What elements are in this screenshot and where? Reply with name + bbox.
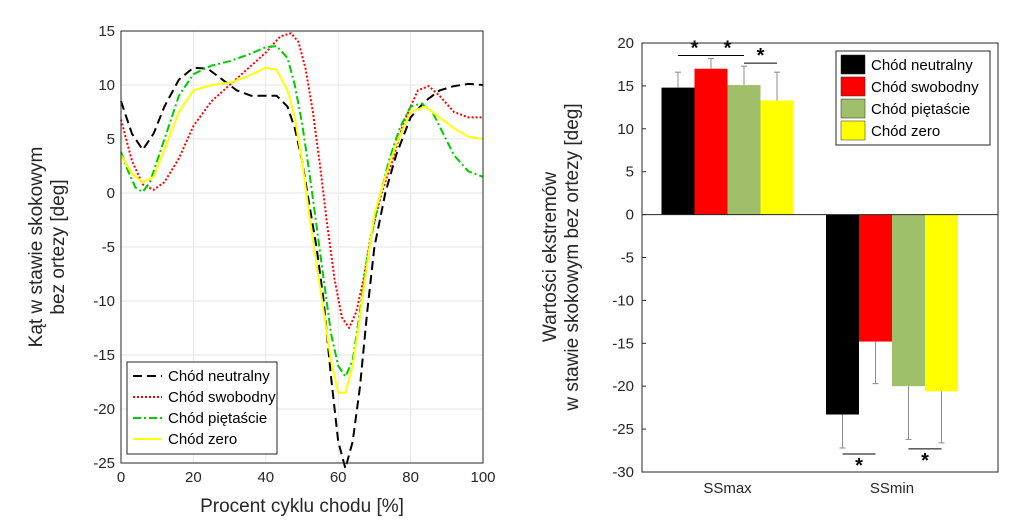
bar-ssmin-chod-zero <box>925 214 958 392</box>
bars <box>661 68 958 415</box>
y-tick-label--10: -10 <box>93 293 115 310</box>
legend-swatch-chod-swobodny <box>840 76 866 97</box>
bar-ssmax-chod-pietascie <box>727 85 761 215</box>
legend-label-chod-zero: Chód zero <box>871 123 940 140</box>
y-tick-label-10: 10 <box>98 77 115 94</box>
y-axis-label: Wartości ekstremów w stawie skokowym bez… <box>540 103 583 411</box>
y-tick-label--5: -5 <box>621 250 634 267</box>
legend: Chód neutralny Chód swobodny Chód piętaści… <box>126 361 278 455</box>
series-lines <box>120 32 484 470</box>
x-tick-label-60: 60 <box>330 469 347 486</box>
bar-ssmax-chod-neutralny <box>661 87 695 215</box>
legend-swatch-chod-pietascie <box>840 98 866 119</box>
bar-ssmax-chod-swobodny <box>694 68 728 215</box>
legend-label-chod-swobodny: Chód swobodny <box>168 389 276 406</box>
x-tick-label-80: 80 <box>402 469 419 486</box>
significance-star-1: * <box>724 37 732 59</box>
series-line-chod-pietascie <box>120 45 484 378</box>
significance-star-2: * <box>757 45 765 67</box>
x-tick-label-100: 100 <box>470 469 495 486</box>
y-tick-label-20: 20 <box>617 35 634 52</box>
y-axis-label: Kąt w stawie skokowym bez ortezy [deg] <box>26 147 69 348</box>
bar-ssmin-chod-pietascie <box>892 214 925 387</box>
significance-markers: * * * * * <box>678 37 942 477</box>
y-tick-label-0: 0 <box>626 207 634 224</box>
bar-ssmin-chod-neutralny <box>826 214 859 415</box>
y-tick-label--25: -25 <box>93 455 115 472</box>
legend-label-chod-pietascie: Chód piętaście <box>871 101 970 118</box>
y-tick-label-10: 10 <box>617 121 634 138</box>
x-axis-label: Procent cyklu chodu [%] <box>200 496 404 517</box>
x-tick-label-20: 20 <box>185 469 202 486</box>
x-tick-label-40: 40 <box>257 469 274 486</box>
y-tick-label--15: -15 <box>93 347 115 364</box>
x-tick-label-ssmin: SSmin <box>870 480 914 497</box>
y-tick-label--15: -15 <box>612 335 634 352</box>
legend-label-chod-neutralny: Chód neutralny <box>871 57 973 74</box>
x-tick-label-0: 0 <box>117 469 125 486</box>
legend-swatch-chod-zero <box>840 120 866 141</box>
x-tick-label-ssmax: SSmax <box>703 480 752 497</box>
y-tick-label--25: -25 <box>612 421 634 438</box>
tick-labels: 0 20 40 60 80 100 15 10 5 0 -5 -10 -15 -20 -25 <box>93 23 495 486</box>
y-axis-label-line-1: Wartości ekstremów <box>540 172 561 343</box>
series-line-chod-zero <box>120 66 484 394</box>
y-axis-label-line-2: w stawie skokowym bez ortezy [deg] <box>562 103 583 411</box>
bar-ssmax-chod-zero <box>760 100 794 215</box>
y-tick-label-15: 15 <box>617 78 634 95</box>
bar-ssmin-chod-swobodny <box>859 214 892 342</box>
tick-labels: 20 15 10 5 0 -5 -10 -15 -20 -25 -30 SSmax SSmin <box>612 35 914 497</box>
legend-label-chod-pietascie: Chód piętaście <box>168 410 267 427</box>
legend-label-chod-zero: Chód zero <box>168 431 237 448</box>
y-axis-label-line-2: bez ortezy [deg] <box>48 179 69 314</box>
legend: Chód neutralny Chód swobodny Chód piętaści… <box>835 50 991 146</box>
significance-star-3: * <box>855 455 863 477</box>
line-chart: 0 20 40 60 80 100 15 10 5 0 -5 -10 -15 -20 -25 Procent… <box>26 23 496 517</box>
y-tick-label--10: -10 <box>612 292 634 309</box>
y-tick-label--5: -5 <box>102 239 115 256</box>
y-tick-label--20: -20 <box>612 378 634 395</box>
error-bars <box>675 57 945 449</box>
legend-label-chod-neutralny: Chód neutralny <box>168 368 270 385</box>
bar-chart: * * * * * 20 15 10 5 0 -5 -10 -15 -20 -25 -30 SSmax SSmi… <box>540 35 999 497</box>
y-tick-label-5: 5 <box>626 164 634 181</box>
y-tick-label-15: 15 <box>98 23 115 40</box>
legend-label-chod-swobodny: Chód swobodny <box>871 79 979 96</box>
y-tick-label--30: -30 <box>612 464 634 481</box>
plot-frame <box>120 30 484 464</box>
significance-star-0: * <box>691 37 699 59</box>
y-axis-label-line-1: Kąt w stawie skokowym <box>26 147 47 348</box>
y-tick-label-0: 0 <box>107 185 115 202</box>
significance-star-4: * <box>921 450 929 472</box>
legend-swatch-chod-neutralny <box>840 54 866 75</box>
series-line-chod-swobodny <box>120 32 483 329</box>
y-tick-label--20: -20 <box>93 401 115 418</box>
y-tick-label-5: 5 <box>107 131 115 148</box>
series-line-chod-neutralny <box>120 66 484 470</box>
